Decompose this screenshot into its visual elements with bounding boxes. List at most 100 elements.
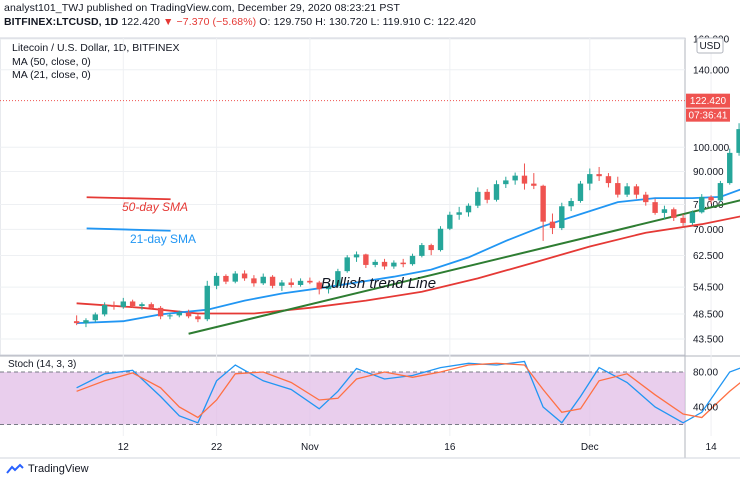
candle-body	[139, 304, 145, 307]
symbol-label: BITFINEX:LTCUSD, 1D	[4, 16, 119, 28]
candle-body	[699, 196, 705, 213]
candle-body	[680, 217, 686, 223]
last-price-box	[686, 93, 730, 108]
candle-body	[129, 301, 136, 307]
x-tick-label: 16	[444, 442, 456, 453]
candle-body	[437, 228, 444, 251]
candle-body	[559, 206, 565, 229]
ma50-callout-text: 50-day SMA	[122, 200, 188, 214]
last-price-tag: 122.420	[690, 96, 727, 107]
candle-body	[409, 255, 416, 265]
trend-line-label: Bullish trend Line	[321, 275, 436, 292]
candle-body	[260, 276, 266, 284]
candle-body	[269, 276, 276, 286]
candle-body	[671, 209, 677, 218]
candle-body	[73, 321, 80, 324]
candle-body	[447, 214, 453, 229]
countdown-box	[686, 108, 730, 122]
candle-body	[111, 305, 117, 307]
ohlc-values: O: 129.750 H: 130.720 L: 119.910 C: 122.…	[259, 16, 476, 28]
candle-body	[736, 129, 740, 153]
y-tick-label: 78.000	[693, 200, 724, 211]
candle-body	[251, 278, 257, 284]
candle-body	[643, 194, 649, 203]
candle-body	[661, 209, 668, 213]
candle-body	[540, 185, 546, 222]
x-tick-label: Dec	[581, 442, 599, 453]
candle-body	[465, 205, 472, 213]
candle-body	[615, 183, 621, 195]
candle-body	[195, 316, 201, 320]
ma21-callout-line	[86, 227, 171, 232]
y-tick-label: 90.000	[693, 167, 724, 178]
candle-body	[587, 174, 593, 184]
tradingview-footer[interactable]: TradingView	[6, 463, 89, 475]
candle-body	[475, 191, 481, 206]
candle-body	[484, 191, 490, 200]
candle-body	[307, 280, 313, 283]
candle-body	[363, 254, 369, 265]
candle-body	[717, 183, 724, 201]
ma50-legend[interactable]: MA (50, close, 0)	[12, 56, 91, 68]
ma50-callout-line	[86, 196, 171, 201]
symbol-ohlc-line: BITFINEX:LTCUSD, 1D 122.420 ▼ −7.370 (−5…	[4, 16, 476, 28]
chart-title: Litecoin / U.S. Dollar, 1D, BITFINEX	[12, 42, 180, 54]
candle-body	[391, 262, 397, 267]
candle-body	[596, 174, 602, 177]
tradingview-logo-icon	[6, 463, 24, 474]
candle-body	[633, 186, 640, 195]
x-tick-label: 12	[118, 442, 130, 453]
countdown-tag: 07:36:41	[689, 111, 728, 122]
candle-body	[316, 282, 322, 290]
stoch-band	[0, 372, 685, 425]
candle-body	[521, 175, 528, 184]
y-tick-label: 140.000	[693, 65, 730, 76]
y-tick-label: 70.000	[693, 225, 724, 236]
stoch-y-tick-label: 80.00	[693, 368, 718, 379]
candle-body	[493, 184, 500, 200]
y-tick-label: 100.000	[693, 143, 730, 154]
candle-body	[167, 315, 173, 317]
candles	[73, 123, 740, 328]
candle-body	[344, 257, 350, 272]
price-change: ▼ −7.370 (−5.68%)	[163, 16, 257, 28]
candle-body	[120, 301, 126, 307]
candle-body	[353, 254, 360, 258]
y-tick-label: 48.500	[693, 309, 724, 320]
candle-body	[325, 285, 332, 290]
candle-body	[148, 304, 154, 308]
candle-body	[708, 196, 714, 201]
candle-body	[512, 175, 518, 181]
candle-body	[279, 282, 285, 286]
candle-body	[689, 212, 696, 223]
candle-body	[549, 221, 556, 229]
candle-body	[241, 273, 248, 279]
ma21-line	[76, 188, 740, 324]
currency-badge	[696, 37, 724, 54]
candle-body	[503, 180, 509, 185]
candle-body	[185, 312, 192, 317]
ma21-callout-text: 21-day SMA	[130, 232, 196, 246]
candle-body	[652, 202, 658, 213]
bullish-trend-line	[188, 199, 740, 335]
candle-body	[101, 305, 108, 315]
stoch-title: Stoch (14, 3, 3)	[8, 359, 76, 370]
candle-body	[297, 280, 304, 285]
candle-body	[232, 273, 238, 282]
candle-body	[531, 183, 537, 186]
ma21-legend[interactable]: MA (21, close, 0)	[12, 69, 91, 81]
stoch-d-line	[76, 362, 740, 419]
candle-body	[624, 186, 630, 195]
candle-body	[400, 262, 406, 265]
candle-body	[335, 271, 341, 286]
last-price: 122.420	[121, 16, 160, 28]
candle-body	[428, 245, 434, 251]
y-tick-label: 43.500	[693, 335, 724, 346]
tradingview-brand: TradingView	[28, 463, 89, 475]
grid	[0, 38, 712, 436]
x-tick-label: 22	[211, 442, 223, 453]
candle-body	[419, 245, 425, 256]
candle-body	[213, 275, 220, 286]
candle-body	[605, 176, 612, 184]
